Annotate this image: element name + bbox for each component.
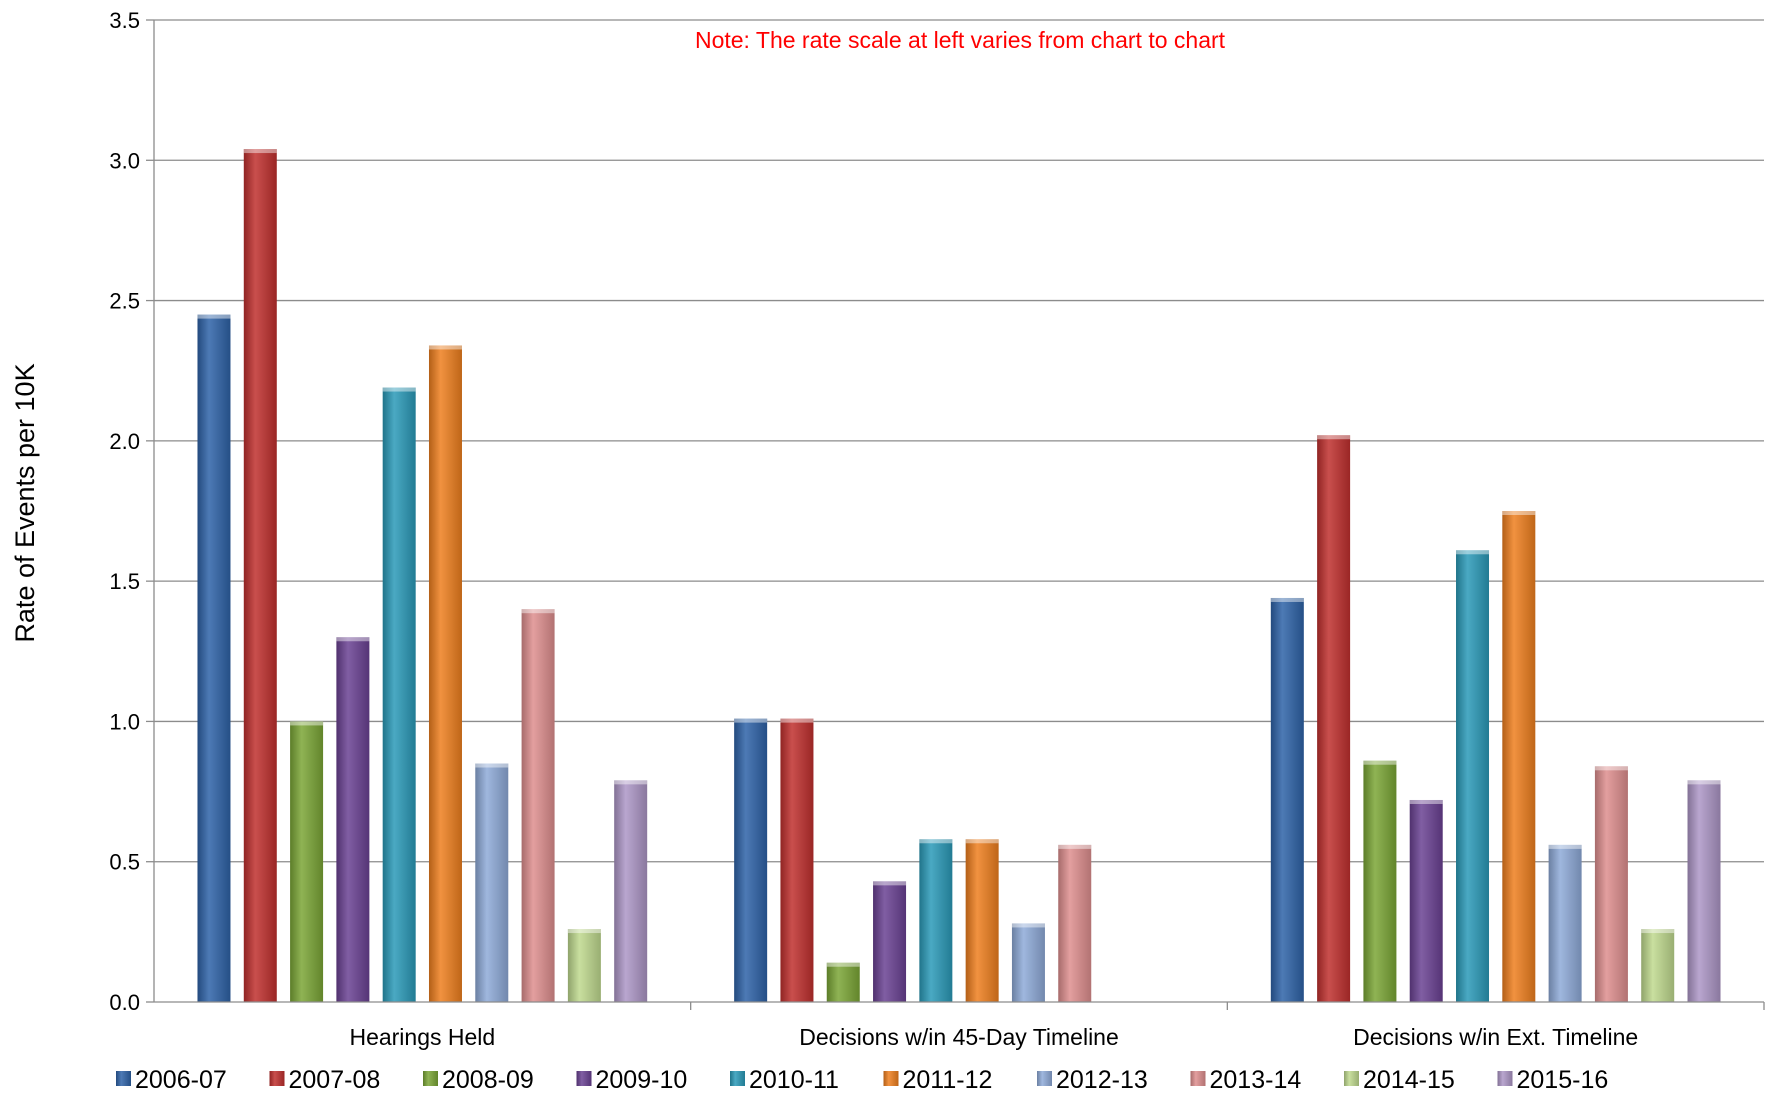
bar-highlight bbox=[1548, 844, 1582, 849]
legend-label: 2013-14 bbox=[1210, 1066, 1302, 1094]
legend-swatch bbox=[1190, 1071, 1206, 1086]
legend-label: 2014-15 bbox=[1363, 1066, 1455, 1094]
legend-label: 2007-08 bbox=[289, 1066, 381, 1094]
legend-swatch bbox=[1344, 1071, 1359, 1086]
legend-label: 2006-07 bbox=[135, 1066, 227, 1094]
legend-label: 2008-09 bbox=[442, 1066, 534, 1094]
bar bbox=[1502, 511, 1536, 1002]
y-tick-label: 1.0 bbox=[109, 709, 140, 734]
y-tick-label: 2.5 bbox=[109, 289, 140, 314]
legend-swatch bbox=[883, 1071, 899, 1086]
legend-label: 2009-10 bbox=[596, 1066, 688, 1094]
bar bbox=[567, 929, 601, 1002]
bar bbox=[965, 839, 999, 1002]
bar bbox=[780, 718, 814, 1002]
bar bbox=[428, 345, 462, 1002]
y-tick-label: 3.5 bbox=[109, 8, 140, 33]
bar bbox=[1317, 435, 1351, 1002]
bar-highlight bbox=[197, 314, 231, 319]
legend-label: 2012-13 bbox=[1056, 1066, 1148, 1094]
x-tick-label: Hearings Held bbox=[349, 1024, 495, 1050]
x-tick-label: Decisions w/in Ext. Timeline bbox=[1353, 1024, 1638, 1050]
bar bbox=[614, 780, 648, 1002]
y-tick-label: 0.0 bbox=[109, 990, 140, 1015]
bar bbox=[382, 387, 416, 1002]
bar bbox=[1011, 923, 1045, 1002]
bar bbox=[873, 881, 907, 1002]
bar-highlight bbox=[1641, 929, 1675, 934]
bar-highlight bbox=[1594, 766, 1628, 771]
bar bbox=[1456, 550, 1490, 1002]
bar bbox=[1409, 799, 1443, 1002]
bar-highlight bbox=[1011, 923, 1045, 928]
legend-swatch bbox=[1037, 1071, 1052, 1086]
y-tick-label: 1.5 bbox=[109, 569, 140, 594]
legend-swatch bbox=[269, 1071, 285, 1086]
bar-highlight bbox=[243, 149, 277, 154]
legend: 2006-07 2007-08 2008-09 2009-10 2010-11 2011-… bbox=[116, 1066, 1608, 1094]
bar bbox=[197, 314, 231, 1003]
y-axis-label: Rate of Events per 10K bbox=[10, 363, 40, 642]
bar bbox=[521, 609, 555, 1002]
legend-label: 2011-12 bbox=[903, 1066, 993, 1094]
bar-highlight bbox=[428, 345, 462, 350]
bar-highlight bbox=[1270, 597, 1304, 602]
bar bbox=[336, 637, 370, 1002]
bar-highlight bbox=[919, 839, 953, 844]
bar bbox=[1594, 766, 1628, 1002]
bar bbox=[1687, 780, 1721, 1002]
bar-highlight bbox=[1363, 760, 1397, 765]
bar-highlight bbox=[475, 763, 509, 768]
bar bbox=[1363, 760, 1397, 1002]
bar bbox=[1548, 844, 1582, 1002]
bar-highlight bbox=[965, 839, 999, 844]
bar-highlight bbox=[614, 780, 648, 785]
bar-highlight bbox=[521, 609, 555, 614]
legend-swatch bbox=[116, 1071, 131, 1086]
bar-highlight bbox=[382, 387, 416, 392]
bar-highlight bbox=[290, 721, 324, 726]
legend-swatch bbox=[576, 1071, 592, 1086]
bar bbox=[1641, 929, 1675, 1002]
bar-highlight bbox=[1409, 799, 1443, 804]
bar-highlight bbox=[1456, 550, 1490, 555]
bar-highlight bbox=[567, 929, 601, 934]
bar bbox=[475, 763, 509, 1002]
bar-highlight bbox=[780, 718, 814, 723]
bar bbox=[243, 149, 277, 1002]
bar bbox=[826, 962, 860, 1002]
legend-swatch bbox=[423, 1071, 438, 1086]
y-tick-label: 0.5 bbox=[109, 850, 140, 875]
axes: 0.0 0.5 1.0 1.5 2.0 2.5 3.0 3.5 Hearings Held Dec… bbox=[109, 8, 1765, 1050]
y-tick-label: 3.0 bbox=[109, 148, 140, 173]
bar bbox=[290, 721, 324, 1002]
legend-swatch bbox=[1497, 1071, 1513, 1086]
legend-label: 2010-11 bbox=[749, 1066, 839, 1094]
bar-highlight bbox=[1317, 435, 1351, 440]
bar bbox=[734, 718, 768, 1002]
bar-highlight bbox=[873, 881, 907, 886]
bar bbox=[1270, 597, 1304, 1002]
bar-highlight bbox=[336, 637, 370, 642]
bar bbox=[1058, 844, 1092, 1002]
bar-highlight bbox=[1687, 780, 1721, 785]
bar-highlight bbox=[1502, 511, 1536, 515]
legend-swatch bbox=[730, 1071, 745, 1086]
bars bbox=[197, 149, 1721, 1003]
legend-label: 2015-16 bbox=[1517, 1066, 1609, 1094]
y-tick-label: 2.0 bbox=[109, 429, 140, 454]
bar bbox=[919, 839, 953, 1002]
bar-highlight bbox=[734, 718, 768, 723]
x-tick-label: Decisions w/in 45-Day Timeline bbox=[799, 1024, 1119, 1050]
bar-highlight bbox=[826, 962, 860, 967]
bar-highlight bbox=[1058, 844, 1092, 849]
chart-note: Note: The rate scale at left varies from… bbox=[695, 27, 1226, 53]
gridlines bbox=[154, 19, 1764, 863]
